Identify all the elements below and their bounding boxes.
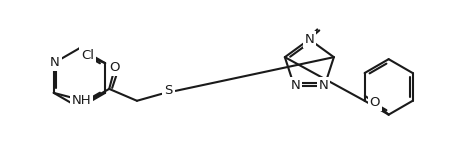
Text: O: O: [109, 61, 119, 74]
Text: methyl: methyl: [327, 24, 331, 25]
Text: NH: NH: [71, 94, 91, 107]
Text: N: N: [290, 80, 299, 93]
Text: N: N: [304, 33, 314, 46]
Text: S: S: [164, 84, 172, 97]
Text: O: O: [369, 96, 379, 109]
Text: N: N: [318, 80, 327, 93]
Text: N: N: [50, 56, 60, 69]
Text: Cl: Cl: [80, 49, 94, 62]
Text: methyl: methyl: [322, 24, 327, 25]
